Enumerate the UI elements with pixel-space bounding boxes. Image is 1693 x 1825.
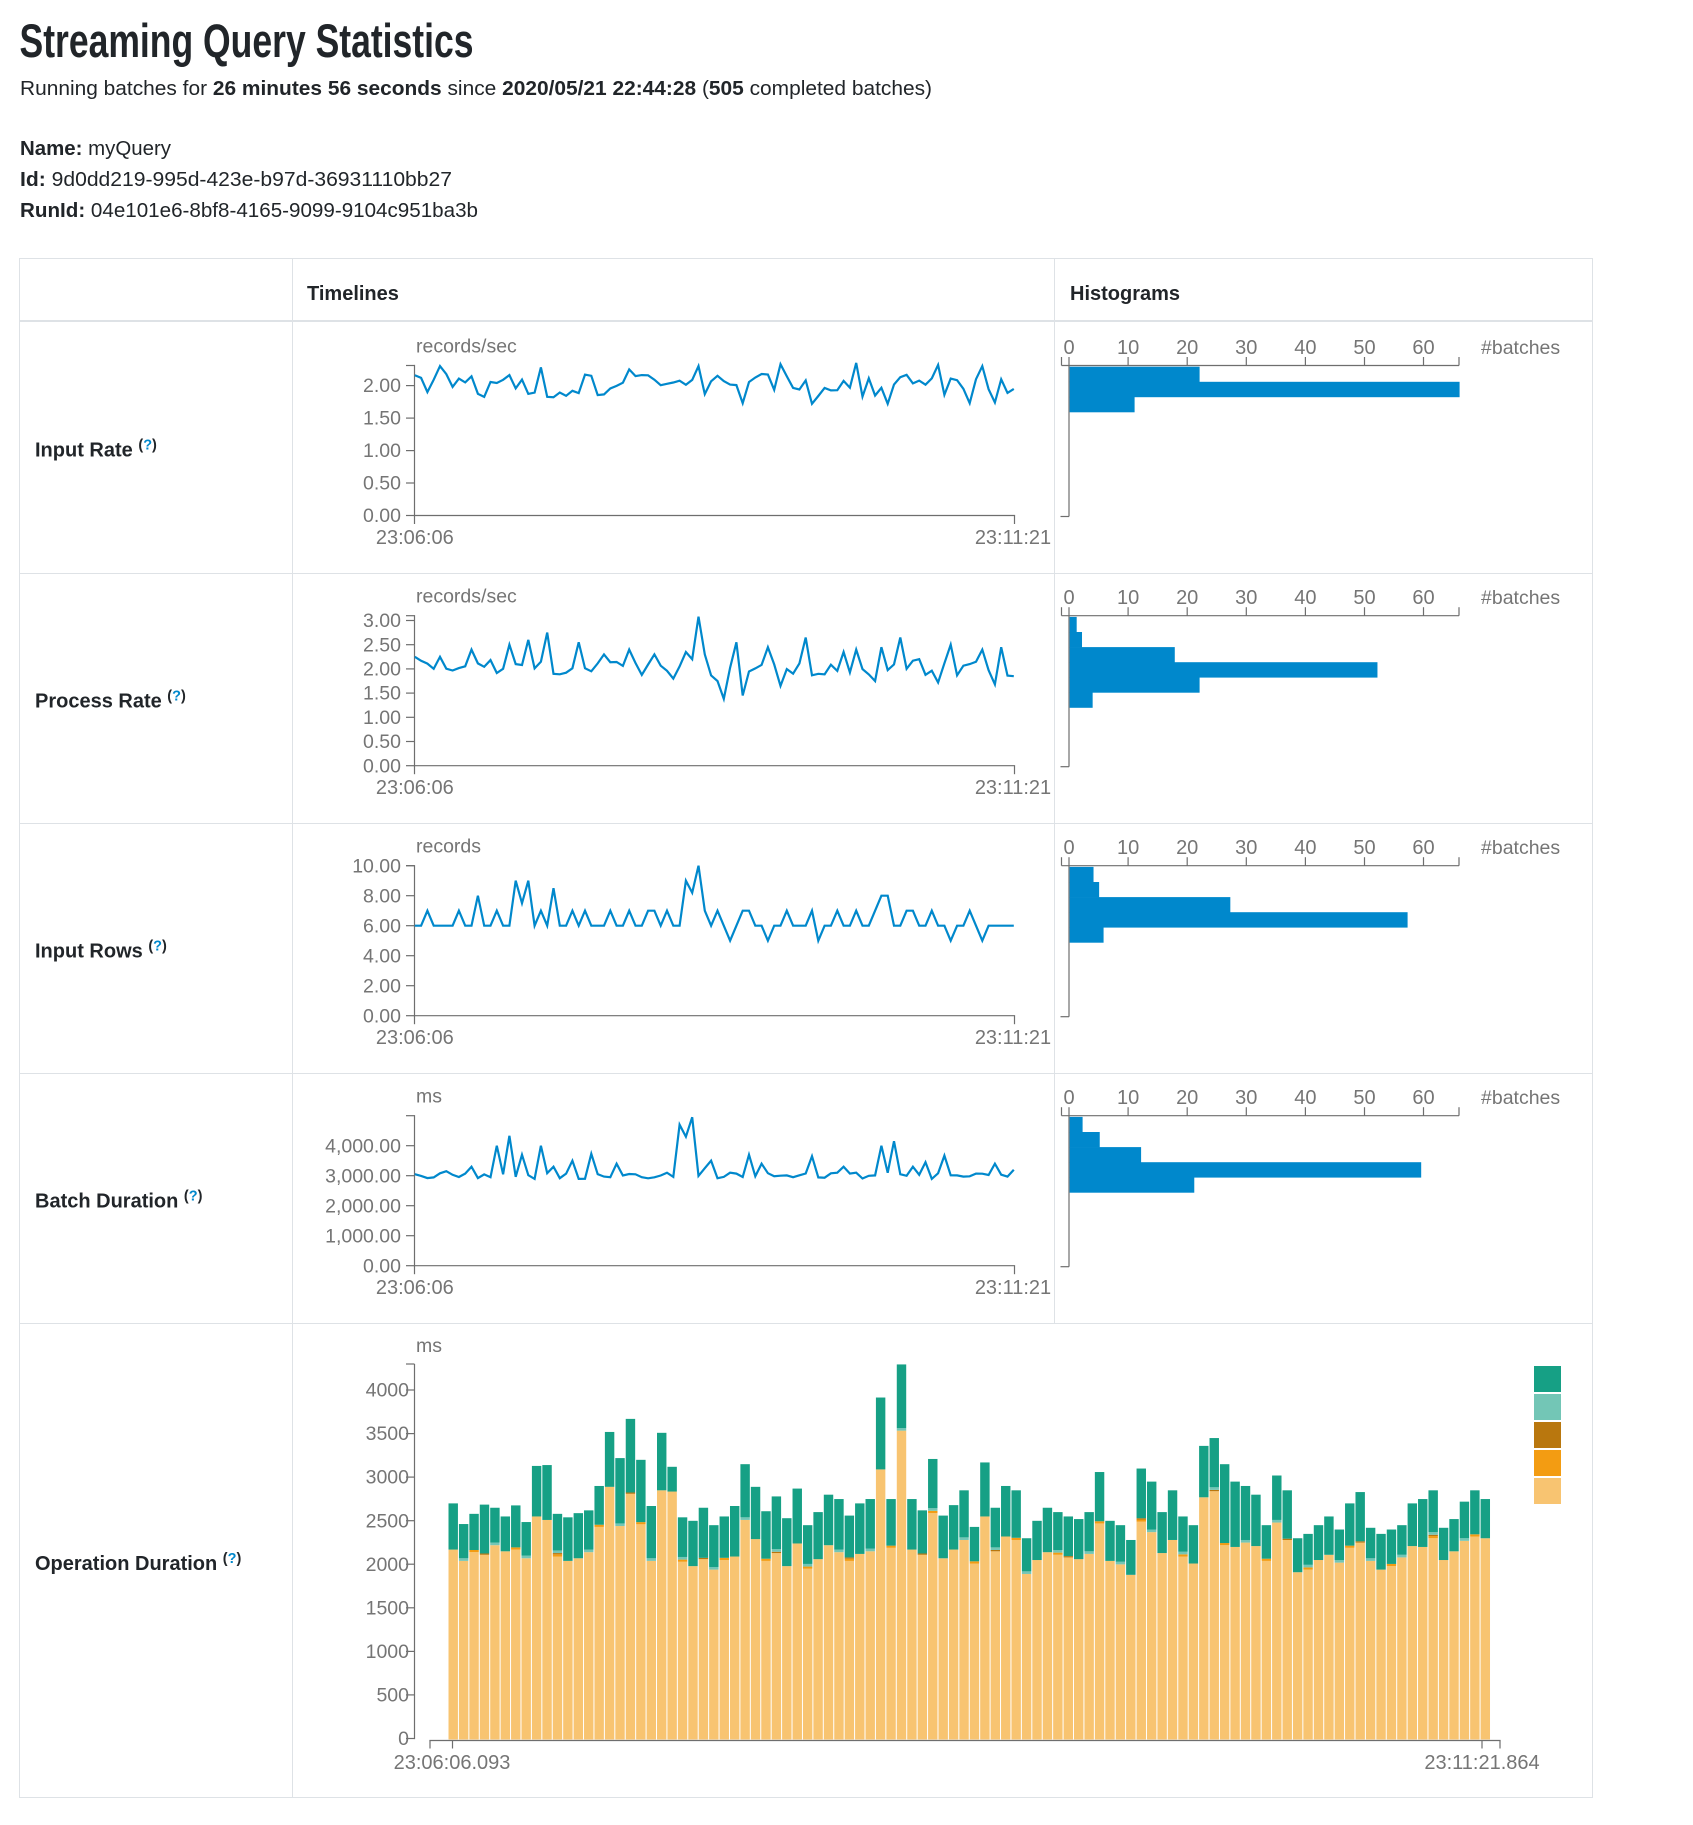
svg-text:23:11:21.864: 23:11:21.864	[1424, 1752, 1539, 1774]
svg-text:1.50: 1.50	[363, 408, 401, 430]
svg-text:0.50: 0.50	[363, 473, 401, 495]
svg-text:60: 60	[1412, 587, 1434, 609]
svg-text:40: 40	[1294, 837, 1316, 859]
svg-text:#batches: #batches	[1481, 587, 1560, 609]
svg-text:Id: 9d0dd219-995d-423e-b97d-36: Id: 9d0dd219-995d-423e-b97d-36931110bb27	[20, 169, 452, 191]
svg-text:10: 10	[1117, 1087, 1139, 1109]
svg-text:30: 30	[1235, 587, 1257, 609]
svg-text:Streaming Query Statistics: Streaming Query Statistics	[20, 14, 474, 67]
svg-text:Process Rate (?): Process Rate (?)	[35, 689, 186, 713]
svg-text:3.00: 3.00	[363, 610, 401, 632]
svg-text:#batches: #batches	[1481, 837, 1560, 859]
svg-text:ms: ms	[416, 1335, 442, 1357]
svg-text:0.00: 0.00	[363, 1255, 401, 1277]
svg-text:60: 60	[1412, 337, 1434, 359]
svg-text:60: 60	[1412, 837, 1434, 859]
svg-text:23:06:06.093: 23:06:06.093	[394, 1752, 511, 1774]
svg-text:30: 30	[1235, 337, 1257, 359]
svg-text:20: 20	[1176, 1087, 1198, 1109]
svg-text:60: 60	[1412, 1087, 1434, 1109]
svg-text:Running batches for 26 minutes: Running batches for 26 minutes 56 second…	[20, 78, 932, 100]
svg-text:2000: 2000	[366, 1554, 410, 1576]
svg-text:2500: 2500	[366, 1510, 410, 1532]
svg-text:RunId: 04e101e6-8bf8-4165-9099: RunId: 04e101e6-8bf8-4165-9099-9104c951b…	[20, 200, 478, 222]
svg-text:10: 10	[1117, 587, 1139, 609]
svg-text:50: 50	[1353, 587, 1375, 609]
svg-text:30: 30	[1235, 1087, 1257, 1109]
svg-text:records: records	[416, 836, 481, 858]
svg-text:records/sec: records/sec	[416, 586, 517, 608]
svg-text:#batches: #batches	[1481, 1087, 1560, 1109]
svg-text:8.00: 8.00	[363, 885, 401, 907]
svg-text:40: 40	[1294, 337, 1316, 359]
svg-text:20: 20	[1176, 337, 1198, 359]
svg-text:2.00: 2.00	[363, 975, 401, 997]
svg-text:2.50: 2.50	[363, 634, 401, 656]
svg-text:0: 0	[1063, 1087, 1074, 1109]
svg-text:50: 50	[1353, 337, 1375, 359]
svg-text:1.50: 1.50	[363, 683, 401, 705]
svg-text:23:11:21: 23:11:21	[975, 1027, 1051, 1049]
svg-text:2.00: 2.00	[363, 659, 401, 681]
svg-text:6.00: 6.00	[363, 915, 401, 937]
svg-text:4.00: 4.00	[363, 945, 401, 967]
svg-text:records/sec: records/sec	[416, 336, 517, 358]
svg-text:23:06:06: 23:06:06	[376, 1277, 454, 1299]
svg-text:Name: myQuery: Name: myQuery	[20, 138, 171, 160]
svg-text:23:06:06: 23:06:06	[376, 527, 454, 549]
svg-text:20: 20	[1176, 587, 1198, 609]
svg-text:Batch Duration (?): Batch Duration (?)	[35, 1189, 203, 1213]
svg-text:20: 20	[1176, 837, 1198, 859]
svg-text:2.00: 2.00	[363, 375, 401, 397]
svg-text:0: 0	[1063, 337, 1074, 359]
svg-text:1000: 1000	[366, 1641, 410, 1663]
svg-text:Input Rows (?): Input Rows (?)	[35, 939, 167, 963]
svg-text:50: 50	[1353, 1087, 1375, 1109]
svg-text:0.00: 0.00	[363, 755, 401, 777]
svg-text:1.00: 1.00	[363, 440, 401, 462]
svg-text:0.00: 0.00	[363, 1005, 401, 1027]
svg-text:3,000.00: 3,000.00	[325, 1165, 401, 1187]
svg-text:0: 0	[1063, 837, 1074, 859]
svg-text:10.00: 10.00	[352, 855, 401, 877]
svg-text:3000: 3000	[366, 1467, 410, 1489]
svg-text:#batches: #batches	[1481, 337, 1560, 359]
svg-text:2,000.00: 2,000.00	[325, 1195, 401, 1217]
svg-text:0: 0	[398, 1728, 409, 1750]
svg-text:1.00: 1.00	[363, 707, 401, 729]
svg-text:4000: 4000	[366, 1380, 410, 1402]
svg-text:10: 10	[1117, 837, 1139, 859]
svg-text:40: 40	[1294, 1087, 1316, 1109]
svg-text:1500: 1500	[366, 1597, 410, 1619]
svg-text:Histograms: Histograms	[1070, 283, 1180, 305]
svg-text:30: 30	[1235, 837, 1257, 859]
svg-text:23:06:06: 23:06:06	[376, 777, 454, 799]
svg-text:10: 10	[1117, 337, 1139, 359]
svg-text:0.00: 0.00	[363, 505, 401, 527]
svg-text:ms: ms	[416, 1086, 442, 1108]
svg-text:Timelines: Timelines	[307, 283, 399, 305]
svg-text:500: 500	[376, 1685, 409, 1707]
svg-text:40: 40	[1294, 587, 1316, 609]
svg-text:Input Rate (?): Input Rate (?)	[35, 438, 157, 462]
svg-text:23:11:21: 23:11:21	[975, 1277, 1051, 1299]
svg-text:23:11:21: 23:11:21	[975, 777, 1051, 799]
svg-text:23:11:21: 23:11:21	[975, 527, 1051, 549]
svg-text:0.50: 0.50	[363, 731, 401, 753]
svg-text:0: 0	[1063, 587, 1074, 609]
svg-text:23:06:06: 23:06:06	[376, 1027, 454, 1049]
svg-text:50: 50	[1353, 837, 1375, 859]
svg-text:1,000.00: 1,000.00	[325, 1225, 401, 1247]
svg-text:Operation Duration (?): Operation Duration (?)	[35, 1551, 242, 1575]
svg-text:4,000.00: 4,000.00	[325, 1135, 401, 1157]
svg-text:3500: 3500	[366, 1423, 410, 1445]
